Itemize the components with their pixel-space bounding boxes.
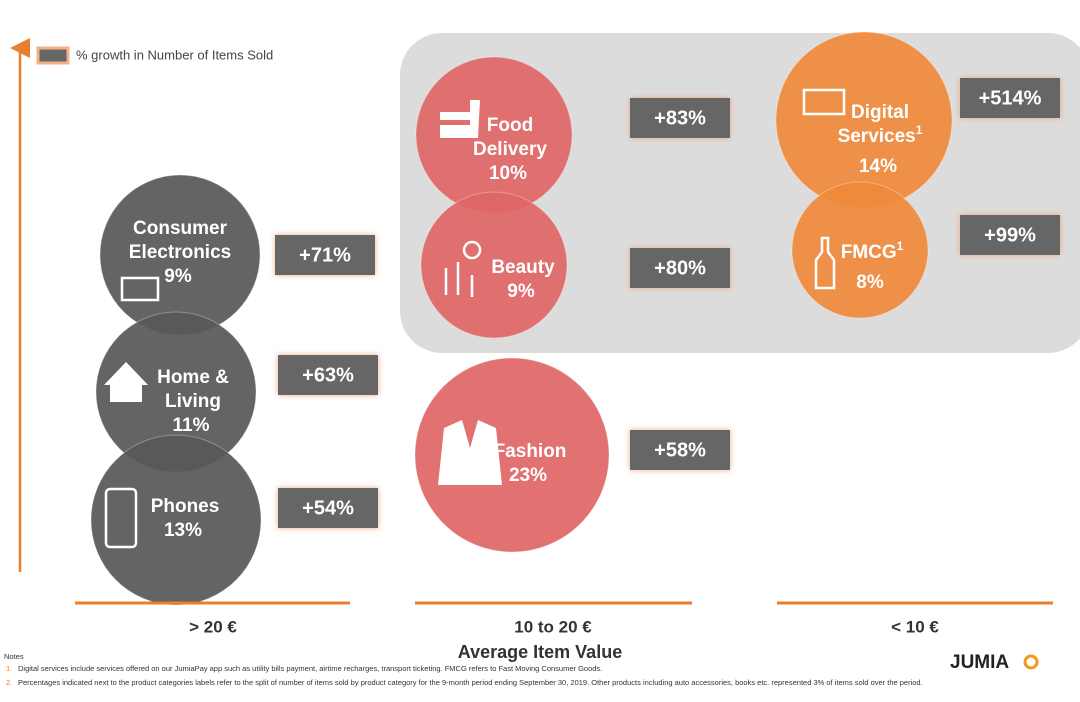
legend-swatch bbox=[36, 46, 70, 65]
note-text: Digital services include services offere… bbox=[18, 664, 602, 673]
bubble-layer bbox=[90, 31, 953, 606]
food-icon bbox=[440, 100, 480, 138]
footnote-mark: 1 bbox=[916, 123, 923, 137]
bubble-share: 10% bbox=[489, 163, 527, 184]
note-text: Percentages indicated next to the produc… bbox=[18, 678, 923, 687]
logo: JUMIA bbox=[950, 652, 1009, 673]
growth-label: +58% bbox=[654, 439, 706, 461]
logo-star bbox=[1023, 654, 1039, 670]
bubble-label: Electronics bbox=[129, 242, 231, 263]
note-number: 1. bbox=[6, 664, 12, 673]
growth-box bbox=[278, 355, 378, 395]
bubble bbox=[791, 181, 929, 319]
column-label: < 10 € bbox=[891, 617, 939, 636]
bubble-label: Phones bbox=[151, 496, 220, 517]
bubble-share: 8% bbox=[856, 272, 884, 293]
bubble-share: 14% bbox=[859, 156, 897, 177]
house-icon bbox=[104, 362, 148, 402]
growth-box bbox=[630, 98, 730, 138]
growth-label: +83% bbox=[654, 107, 706, 129]
bubble-share: 11% bbox=[173, 415, 210, 436]
bubble-share: 23% bbox=[509, 465, 547, 486]
beauty-icon bbox=[444, 240, 482, 297]
bubble-label: Living bbox=[165, 391, 221, 412]
bubble-label: Digital bbox=[851, 102, 909, 123]
bubble-label: Services1 bbox=[838, 123, 923, 147]
growth-box bbox=[275, 235, 375, 275]
growth-box bbox=[960, 78, 1060, 118]
growth-box bbox=[278, 488, 378, 528]
growth-box bbox=[630, 248, 730, 288]
growth-box bbox=[630, 430, 730, 470]
notes-title: Notes bbox=[4, 652, 24, 661]
bubble-share: 13% bbox=[164, 520, 202, 541]
column-label: 10 to 20 € bbox=[514, 617, 592, 636]
phone-icon bbox=[104, 487, 138, 549]
bubble-share: 9% bbox=[164, 266, 192, 287]
growth-label: +514% bbox=[979, 87, 1042, 109]
bubble bbox=[420, 191, 568, 339]
bottle-icon bbox=[814, 236, 836, 290]
bubble-label: Consumer bbox=[133, 218, 228, 239]
label-layer: Consumer Electronics 9% +71% Home & Living 11%… bbox=[104, 78, 1060, 549]
growth-label: +99% bbox=[984, 224, 1036, 246]
note-number: 2. bbox=[6, 678, 12, 687]
column-label: > 20 € bbox=[189, 617, 237, 636]
jacket-icon bbox=[438, 420, 502, 485]
growth-box bbox=[960, 215, 1060, 255]
bubble-label: Fashion bbox=[494, 441, 567, 462]
legend-label: % growth in Number of Items Sold bbox=[76, 47, 273, 62]
growth-label: +54% bbox=[302, 497, 354, 519]
bubble-label: FMCG1 bbox=[841, 239, 904, 263]
tv-icon bbox=[120, 276, 160, 302]
cash-icon bbox=[802, 88, 846, 116]
growth-label: +80% bbox=[654, 257, 706, 279]
bubble bbox=[414, 357, 610, 553]
bubble bbox=[90, 434, 262, 606]
axis-title: Average Item Value bbox=[458, 642, 622, 662]
bubble-label: Delivery bbox=[473, 139, 547, 160]
footnote-mark: 1 bbox=[897, 239, 904, 253]
growth-label: +71% bbox=[299, 244, 351, 266]
growth-label: +63% bbox=[302, 364, 354, 386]
bubble-label: Beauty bbox=[491, 257, 555, 278]
bubble-label: Food bbox=[487, 115, 533, 136]
bubble-label: Home & bbox=[157, 367, 229, 388]
bubble-share: 9% bbox=[507, 281, 535, 302]
